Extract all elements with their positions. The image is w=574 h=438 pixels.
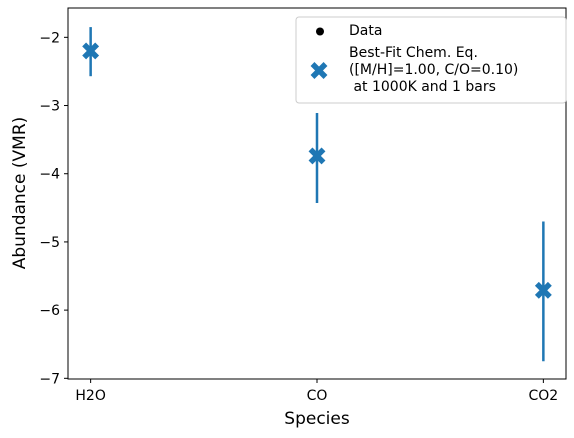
- x-tick-label: CO2: [529, 388, 559, 404]
- y-axis-label: Abundance (VMR): [10, 117, 30, 270]
- x-tick-label: H2O: [75, 388, 105, 404]
- y-tick-label: −6: [39, 303, 60, 319]
- y-tick-label: −3: [39, 99, 60, 115]
- best-fit-marker: [82, 42, 100, 60]
- legend-marker: [316, 27, 324, 36]
- legend-box: [295, 16, 567, 104]
- x-tick-label: CO: [307, 388, 328, 404]
- y-tick-label: −7: [39, 371, 60, 387]
- best-fit-marker: [308, 147, 326, 165]
- y-tick-label: −4: [39, 167, 60, 183]
- legend-marker: [310, 62, 328, 79]
- best-fit-marker: [534, 281, 552, 299]
- x-axis-label: Species: [284, 409, 350, 429]
- y-tick-label: −5: [39, 235, 60, 251]
- y-tick-label: −2: [39, 30, 60, 46]
- legend-label: Data: [349, 23, 383, 39]
- legend-label: Best-Fit Chem. Eq. ([M/H]=1.00, C/O=0.10…: [349, 45, 519, 95]
